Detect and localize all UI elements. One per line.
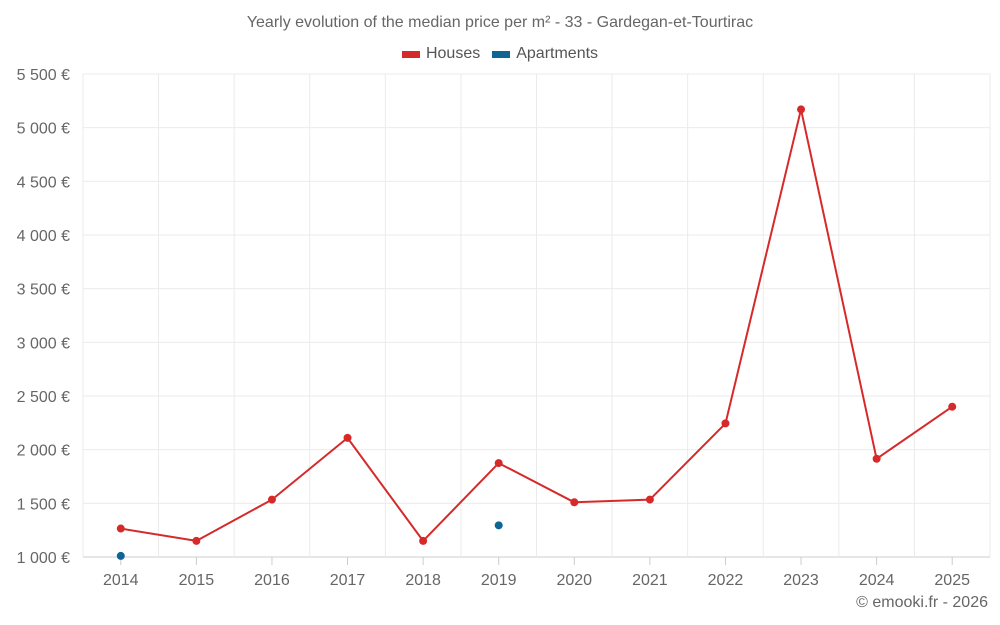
data-point-houses[interactable]	[645, 495, 654, 504]
data-point-houses[interactable]	[872, 454, 881, 463]
data-point-apartments[interactable]	[116, 551, 125, 560]
y-tick-label: 1 500 €	[17, 496, 70, 513]
data-point-houses[interactable]	[721, 419, 730, 428]
x-tick-label: 2019	[481, 572, 517, 589]
data-point-houses[interactable]	[494, 459, 503, 468]
legend-label-apartments: Apartments	[516, 45, 599, 62]
data-point-houses[interactable]	[419, 536, 428, 545]
x-tick-label: 2017	[330, 572, 366, 589]
x-tick-label: 2018	[405, 572, 441, 589]
x-tick-label: 2014	[103, 572, 139, 589]
data-point-houses[interactable]	[267, 495, 276, 504]
x-tick-label: 2016	[254, 572, 290, 589]
credit-text: © emooki.fr - 2026	[856, 594, 988, 611]
data-point-houses[interactable]	[116, 524, 125, 533]
data-point-apartments[interactable]	[494, 521, 503, 530]
data-point-houses[interactable]	[192, 536, 201, 545]
legend-swatch-apartments	[492, 50, 511, 58]
y-tick-label: 4 000 €	[17, 228, 70, 245]
chart-title: Yearly evolution of the median price per…	[246, 14, 754, 31]
x-tick-label: 2024	[859, 572, 895, 589]
data-point-houses[interactable]	[343, 433, 352, 442]
legend-item-houses[interactable]: Houses	[401, 45, 481, 63]
x-tick-label: 2021	[632, 572, 668, 589]
legend-item-apartments[interactable]: Apartments	[492, 45, 598, 63]
data-point-houses[interactable]	[570, 498, 579, 507]
data-point-houses[interactable]	[948, 402, 957, 411]
x-tick-label: 2015	[179, 572, 215, 589]
y-tick-label: 2 500 €	[17, 389, 70, 406]
legend: Houses Apartments	[0, 45, 1000, 63]
x-tick-label: 2022	[708, 572, 744, 589]
y-tick-label: 4 500 €	[17, 174, 70, 191]
x-tick-label: 2020	[556, 572, 592, 589]
y-tick-label: 5 000 €	[17, 121, 70, 138]
y-tick-label: 3 500 €	[17, 282, 70, 299]
y-tick-label: 3 000 €	[17, 335, 70, 352]
legend-label-houses: Houses	[425, 45, 481, 62]
legend-swatch-houses	[401, 50, 420, 58]
y-tick-label: 1 000 €	[17, 550, 70, 567]
x-tick-label: 2025	[934, 572, 970, 589]
series-line-houses	[120, 108, 953, 542]
y-tick-label: 2 000 €	[17, 443, 70, 460]
x-tick-label: 2023	[783, 572, 819, 589]
data-point-houses[interactable]	[797, 105, 806, 114]
y-tick-label: 5 500 €	[17, 67, 70, 84]
